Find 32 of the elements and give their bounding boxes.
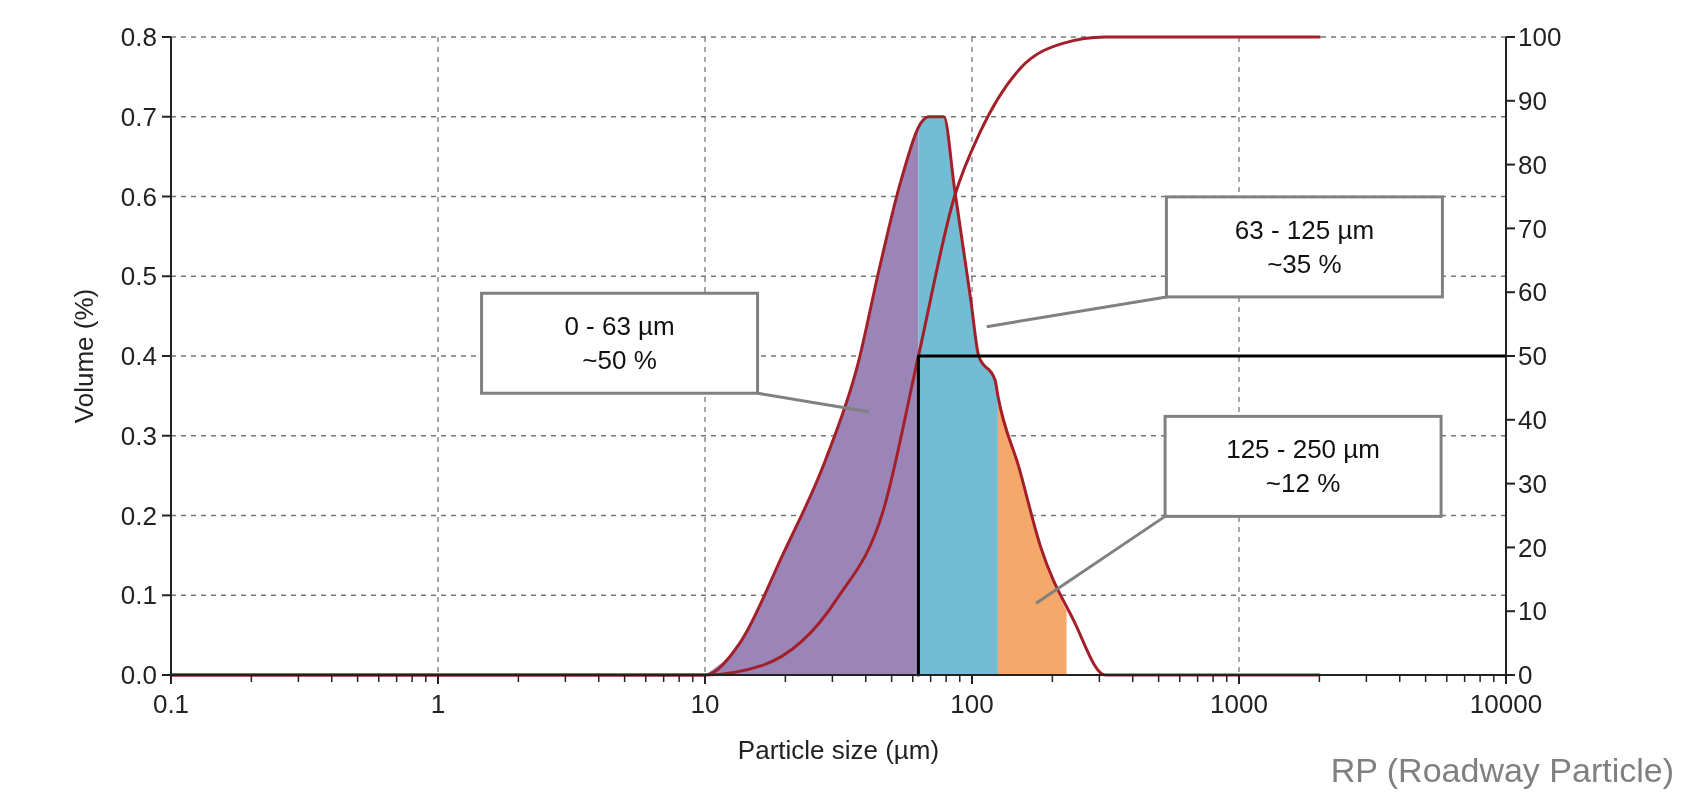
- y-axis-title: Volume (%): [69, 288, 99, 424]
- y-tick-label: 0.7: [120, 101, 157, 132]
- y2-tick-label: 80: [1518, 149, 1547, 180]
- y2-tick-label: 40: [1518, 404, 1547, 435]
- y-tick-label: 0.6: [120, 181, 157, 212]
- x-tick-label: 10: [690, 689, 720, 719]
- y-tick-label: 0.5: [120, 261, 157, 292]
- y2-tick-label: 90: [1518, 85, 1547, 116]
- x-axis-title: Particle size (µm): [737, 735, 940, 765]
- y-tick-label: 0.0: [120, 660, 157, 691]
- y2-tick-label: 50: [1518, 341, 1547, 372]
- x-tick-label: 1000: [1210, 689, 1268, 719]
- text: RP (Roadway Particle): [1330, 751, 1674, 789]
- y2-tick-label: 30: [1518, 468, 1547, 499]
- y-tick-label: 0.1: [120, 580, 157, 611]
- annotation: 125 - 250 µm ~12 %: [1226, 434, 1380, 499]
- x-tick-label: 0.1: [152, 689, 190, 719]
- y2-tick-label: 0: [1518, 660, 1533, 691]
- y2-tick-label: 60: [1518, 277, 1547, 308]
- y-tick-label: 0.4: [120, 341, 157, 372]
- x-tick-label: 1: [430, 689, 446, 719]
- y2-tick-label: 20: [1518, 532, 1547, 563]
- annotation: 0 - 63 µm ~50 %: [564, 311, 675, 376]
- y-tick-label: 0.3: [120, 420, 157, 451]
- x-tick-label: 10000: [1469, 689, 1543, 719]
- y-tick-label: 0.8: [120, 22, 157, 53]
- x-tick-label: 100: [950, 689, 994, 719]
- y-tick-label: 0.2: [120, 500, 157, 531]
- y2-tick-label: 70: [1518, 213, 1547, 244]
- annotation: 63 - 125 µm ~35 %: [1234, 215, 1375, 279]
- y2-tick-label: 100: [1518, 22, 1562, 53]
- y2-tick-label: 10: [1518, 596, 1547, 627]
